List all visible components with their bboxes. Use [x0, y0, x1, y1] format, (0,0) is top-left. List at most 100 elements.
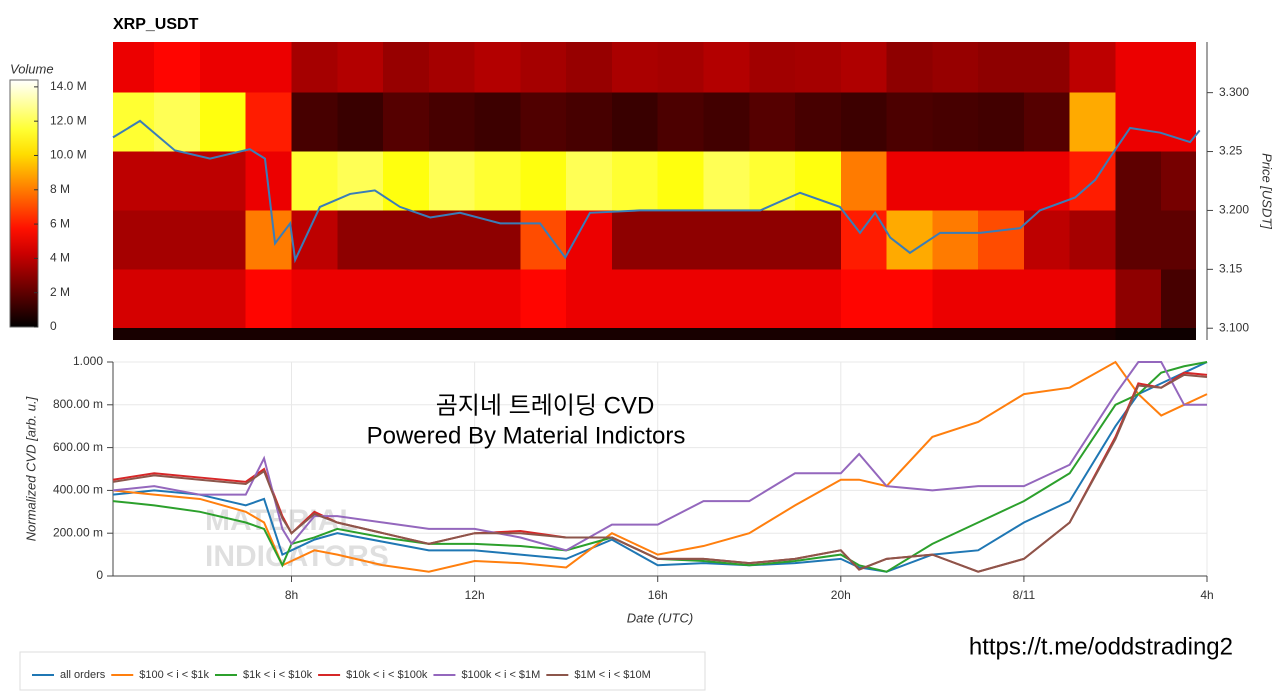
heat-cell: [337, 269, 384, 329]
heat-cell: [749, 210, 796, 270]
heat-cell: [978, 210, 1025, 270]
heat-cell: [703, 151, 750, 211]
cvd-line: [112, 361, 1208, 573]
x-tick-label: 16h: [648, 588, 668, 602]
y-tick-label: 3.25: [1219, 144, 1243, 158]
heat-cell: [1023, 210, 1071, 270]
heat-cell: [383, 269, 430, 329]
heat-cell: [840, 92, 888, 152]
heat-cell: [566, 42, 613, 93]
heat-cell: [840, 151, 888, 211]
heat-cell: [474, 210, 521, 270]
legend-label: all orders: [60, 669, 106, 681]
heat-cell: [245, 328, 293, 340]
heat-cell: [978, 151, 1025, 211]
heat-cell: [932, 42, 979, 93]
heat-cell: [383, 42, 430, 93]
heat-cell: [154, 269, 201, 329]
heat-cell: [886, 42, 933, 93]
heat-cell: [611, 42, 659, 93]
heat-cell: [886, 92, 933, 152]
heat-cell: [703, 42, 750, 93]
heat-cell: [978, 92, 1025, 152]
heat-cell: [337, 151, 384, 211]
heat-cell: [474, 328, 521, 340]
heat-cell: [154, 42, 201, 93]
y-tick-label: 3.200: [1219, 203, 1249, 217]
watermark: INDICATORS: [205, 540, 389, 573]
heat-cell: [1023, 92, 1071, 152]
x-tick-label: 4h: [1200, 588, 1213, 602]
heat-cell: [932, 328, 979, 340]
heat-cell: [978, 269, 1025, 329]
heat-cell: [1115, 151, 1162, 211]
heat-cell: [383, 210, 430, 270]
heat-cell: [1069, 210, 1116, 270]
heat-cell: [113, 269, 155, 329]
heat-cell: [566, 92, 613, 152]
y-tick-label: 0: [96, 568, 103, 582]
heat-cell: [245, 210, 293, 270]
heat-cell: [795, 269, 842, 329]
colorbar-tick-label: 4 M: [50, 251, 70, 265]
heat-cell: [337, 92, 384, 152]
heat-cell: [199, 210, 247, 270]
heat-cell: [520, 92, 567, 152]
heat-cell: [428, 328, 476, 340]
y-tick-label: 800.00 m: [53, 397, 103, 411]
legend-label: $100 < i < $1k: [139, 669, 209, 681]
heat-cell: [154, 328, 201, 340]
heat-cell: [840, 269, 888, 329]
heat-cell: [520, 269, 567, 329]
heat-cell: [703, 328, 750, 340]
heat-cell: [611, 92, 659, 152]
colorbar: [9, 79, 39, 328]
heat-cell: [566, 210, 613, 270]
heat-cell: [337, 42, 384, 93]
heat-cell: [795, 328, 842, 340]
heat-cell: [657, 42, 704, 93]
heat-cell: [611, 269, 659, 329]
heat-cell: [566, 328, 613, 340]
heat-cell: [840, 328, 888, 340]
y-tick-label: 400.00 m: [53, 483, 103, 497]
x-tick-label: 12h: [465, 588, 485, 602]
y-tick-label: 3.15: [1219, 261, 1243, 275]
heat-cell: [337, 328, 384, 340]
heat-cell: [520, 210, 567, 270]
heat-cell: [932, 210, 979, 270]
heat-cell: [657, 151, 704, 211]
heat-cell: [291, 328, 338, 340]
heat-cell: [474, 269, 521, 329]
heat-cell: [1023, 328, 1071, 340]
heat-cell: [611, 328, 659, 340]
y-tick-label: 1.000: [73, 354, 103, 368]
colorbar-tick-label: 10.0 M: [50, 148, 87, 162]
heat-cell: [245, 42, 293, 93]
heat-cell: [703, 92, 750, 152]
cvd-line: [112, 373, 1208, 573]
price-line: [112, 119, 1201, 264]
heat-cell: [154, 92, 201, 152]
heat-cell: [749, 151, 796, 211]
y-tick-label: 200.00 m: [53, 525, 103, 539]
heat-cell: [154, 151, 201, 211]
heat-cell: [611, 151, 659, 211]
heat-cell: [199, 269, 247, 329]
heat-cell: [749, 92, 796, 152]
heat-cell: [795, 42, 842, 93]
heat-cell: [886, 328, 933, 340]
heat-cell: [978, 328, 1025, 340]
heat-cell: [932, 269, 979, 329]
colorbar-tick-label: 12.0 M: [50, 113, 87, 127]
heat-cell: [291, 92, 338, 152]
heat-cell: [474, 151, 521, 211]
legend-label: $1k < i < $10k: [243, 669, 313, 681]
heat-cell: [566, 269, 613, 329]
heat-cell: [703, 269, 750, 329]
colorbar-tick-label: 0: [50, 319, 57, 333]
colorbar-tick-label: 8 M: [50, 182, 70, 196]
heat-cell: [566, 151, 613, 211]
heat-cell: [113, 42, 155, 93]
heat-cell: [1115, 92, 1162, 152]
